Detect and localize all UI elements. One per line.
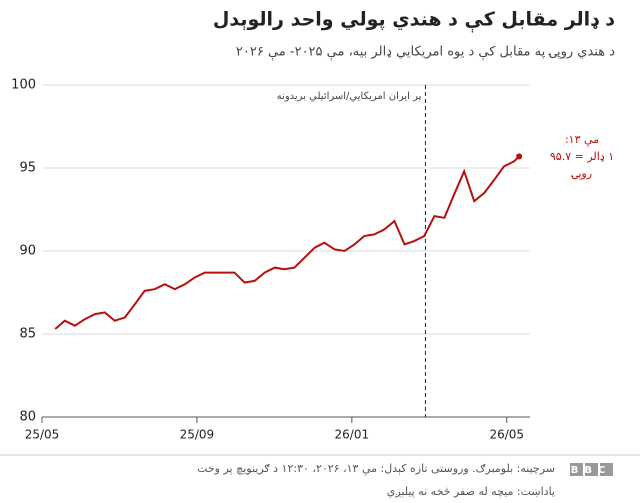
callout-text: روپۍ (571, 167, 592, 180)
logo-block (585, 463, 598, 476)
line (54, 155, 520, 330)
callout-text: مې ۱۳: (565, 133, 599, 147)
chart-subtitle: د هندي روپۍ په مقابل کې د یوه امریکايي ډ… (236, 45, 615, 61)
x-tick-label: 26/01 (335, 428, 370, 442)
callout-text: ۱ ډالر = ۹۵.۷ (550, 150, 614, 163)
chart-title: د ډالر مقابل کې د هندي پولي واحد رالوېدل (213, 9, 615, 34)
y-tick-label: 95 (19, 161, 36, 176)
y-tick-label: 90 (19, 244, 36, 259)
x-tick-label: 25/09 (180, 428, 215, 442)
source: سرچینه: بلومبرګ. وروستی تازه کېدل: مې ۱۳… (197, 462, 555, 476)
x-tick-label: 26/05 (489, 428, 524, 442)
y-tick-label: 100 (11, 78, 36, 93)
end-point (516, 153, 523, 160)
annotation-text: پر ایران امریکايي/اسرائیلي بریدونه (277, 91, 422, 102)
logo: BBC (571, 465, 612, 476)
logo-block (600, 463, 613, 476)
x-tick-label: 25/05 (25, 428, 60, 442)
logo-block (570, 463, 583, 476)
note: یاداښت: میچه له صفر څخه نه پیلېږي (387, 485, 555, 499)
y-tick-label: 85 (19, 327, 36, 342)
y-tick-label: 80 (19, 410, 36, 425)
